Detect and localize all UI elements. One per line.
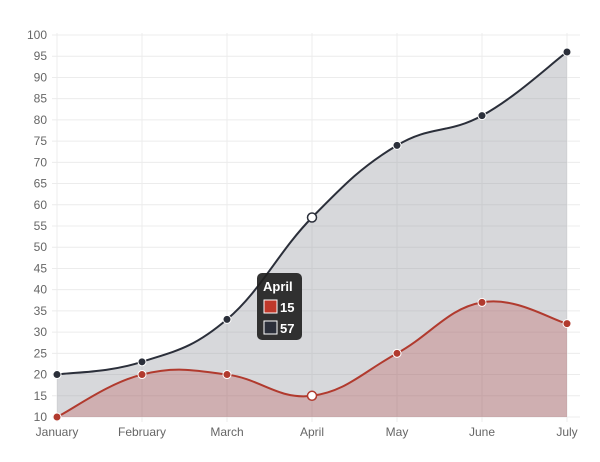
y-tick-label: 90 [34,70,48,84]
series-2-point[interactable] [477,297,487,307]
y-tick-label: 80 [34,113,48,127]
series-1-area [57,51,567,417]
x-axis-ticks: January February March April May June July [36,425,578,439]
y-tick-label: 55 [34,219,48,233]
y-tick-label: 10 [34,410,48,424]
x-tick-label: June [469,425,495,439]
series-1-point[interactable] [392,140,402,150]
x-tick-label: May [386,425,409,439]
y-tick-label: 75 [34,134,48,148]
y-tick-label: 60 [34,198,48,212]
y-tick-label: 30 [34,325,48,339]
tooltip-swatch-1 [263,299,278,314]
y-tick-label: 85 [34,92,48,106]
series-2-point[interactable] [52,412,62,422]
y-tick-label: 40 [34,283,48,297]
series-2-point[interactable] [306,390,318,402]
y-tick-label: 25 [34,346,48,360]
y-tick-label: 45 [34,261,48,275]
series-1-point[interactable] [562,47,572,57]
x-tick-label: February [118,425,166,439]
y-tick-label: 15 [34,389,48,403]
y-axis-ticks: 10 15 20 25 30 35 40 45 50 55 60 65 70 75 80 85 90 95 100 [27,28,47,424]
y-tick-label: 70 [34,155,48,169]
y-tick-label: 20 [34,368,48,382]
data-points[interactable] [52,47,572,422]
x-tick-label: July [556,425,577,439]
x-tick-label: March [210,425,243,439]
tooltip-value-1: 15 [280,300,294,315]
series-1-point[interactable] [52,370,62,380]
y-tick-label: 35 [34,304,48,318]
series-2-area [57,301,567,417]
series-areas [57,51,567,417]
series-2-point[interactable] [137,370,147,380]
tooltip-value-2: 57 [280,321,294,336]
series-2-point[interactable] [392,348,402,358]
tooltip-swatch-2 [263,320,278,335]
x-tick-label: April [300,425,324,439]
tooltip: April 15 57 [257,273,302,340]
tooltip-title: April [263,279,293,294]
series-1-point[interactable] [477,111,487,121]
series-1-point[interactable] [306,212,318,223]
x-tick-label: January [36,425,79,439]
series-1-point[interactable] [222,314,232,324]
series-2-point[interactable] [562,319,572,329]
series-1-point[interactable] [137,357,147,367]
grid-lines [52,33,580,422]
series-2-point[interactable] [222,370,232,380]
y-tick-label: 100 [27,28,47,42]
y-tick-label: 65 [34,177,48,191]
y-tick-label: 50 [34,240,48,254]
y-tick-label: 95 [34,49,48,63]
